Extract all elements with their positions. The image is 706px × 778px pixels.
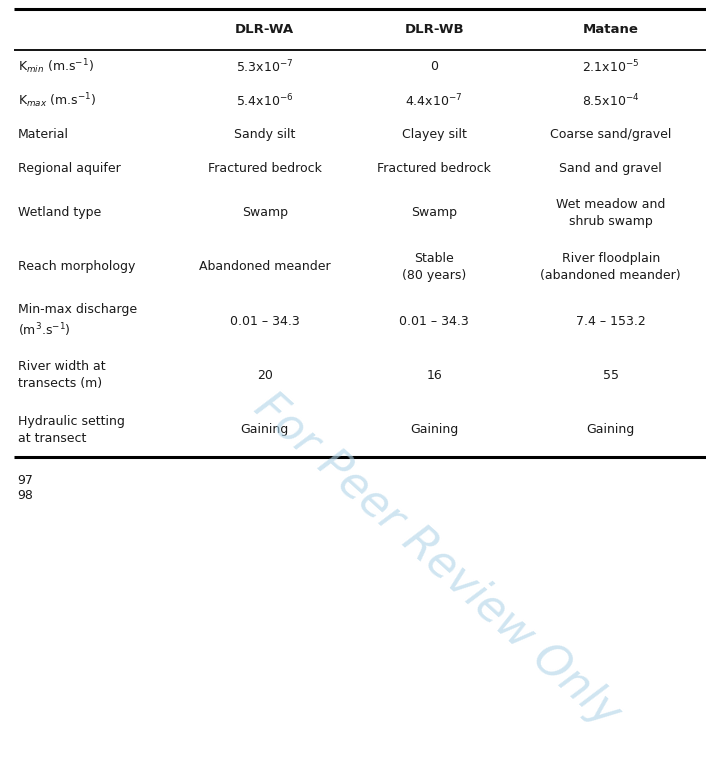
- Text: Sand and gravel: Sand and gravel: [559, 162, 662, 175]
- Text: For Peer Review Only: For Peer Review Only: [246, 385, 629, 735]
- Text: Clayey silt: Clayey silt: [402, 128, 467, 141]
- Text: Swamp: Swamp: [241, 206, 288, 219]
- Text: 55: 55: [603, 369, 618, 382]
- Text: 16: 16: [426, 369, 442, 382]
- Text: 7.4 – 153.2: 7.4 – 153.2: [576, 314, 645, 328]
- Text: Fractured bedrock: Fractured bedrock: [208, 162, 322, 175]
- Text: 0: 0: [430, 60, 438, 73]
- Text: 97: 97: [18, 474, 33, 487]
- Text: River floodplain
(abandoned meander): River floodplain (abandoned meander): [540, 252, 681, 282]
- Text: Wetland type: Wetland type: [18, 206, 101, 219]
- Text: 4.4x10$^{-7}$: 4.4x10$^{-7}$: [405, 93, 463, 109]
- Text: Material: Material: [18, 128, 68, 141]
- Text: Coarse sand/gravel: Coarse sand/gravel: [550, 128, 671, 141]
- Text: Gaining: Gaining: [241, 423, 289, 436]
- Text: 98: 98: [18, 489, 33, 503]
- Text: Gaining: Gaining: [587, 423, 635, 436]
- Text: Swamp: Swamp: [411, 206, 457, 219]
- Text: K$_{min}$ (m.s$^{-1}$): K$_{min}$ (m.s$^{-1}$): [18, 58, 93, 76]
- Text: 0.01 – 34.3: 0.01 – 34.3: [400, 314, 469, 328]
- Text: Sandy silt: Sandy silt: [234, 128, 295, 141]
- Text: 5.4x10$^{-6}$: 5.4x10$^{-6}$: [236, 93, 294, 109]
- Text: Regional aquifer: Regional aquifer: [18, 162, 121, 175]
- Text: 5.3x10$^{-7}$: 5.3x10$^{-7}$: [236, 58, 294, 75]
- Text: River width at
transects (m): River width at transects (m): [18, 360, 105, 391]
- Text: Min-max discharge
(m$^{3}$.s$^{-1}$): Min-max discharge (m$^{3}$.s$^{-1}$): [18, 303, 137, 339]
- Text: Gaining: Gaining: [410, 423, 458, 436]
- Text: Wet meadow and
shrub swamp: Wet meadow and shrub swamp: [556, 198, 665, 227]
- Text: Abandoned meander: Abandoned meander: [199, 261, 330, 273]
- Text: 0.01 – 34.3: 0.01 – 34.3: [230, 314, 299, 328]
- Text: 8.5x10$^{-4}$: 8.5x10$^{-4}$: [582, 93, 640, 109]
- Text: Stable
(80 years): Stable (80 years): [402, 252, 467, 282]
- Text: 20: 20: [257, 369, 273, 382]
- Text: K$_{max}$ (m.s$^{-1}$): K$_{max}$ (m.s$^{-1}$): [18, 91, 96, 110]
- Text: Fractured bedrock: Fractured bedrock: [377, 162, 491, 175]
- Text: 2.1x10$^{-5}$: 2.1x10$^{-5}$: [582, 58, 640, 75]
- Text: Reach morphology: Reach morphology: [18, 261, 135, 273]
- Text: Hydraulic setting
at transect: Hydraulic setting at transect: [18, 415, 124, 444]
- Text: Matane: Matane: [582, 23, 639, 36]
- Text: DLR-WB: DLR-WB: [405, 23, 464, 36]
- Text: DLR-WA: DLR-WA: [235, 23, 294, 36]
